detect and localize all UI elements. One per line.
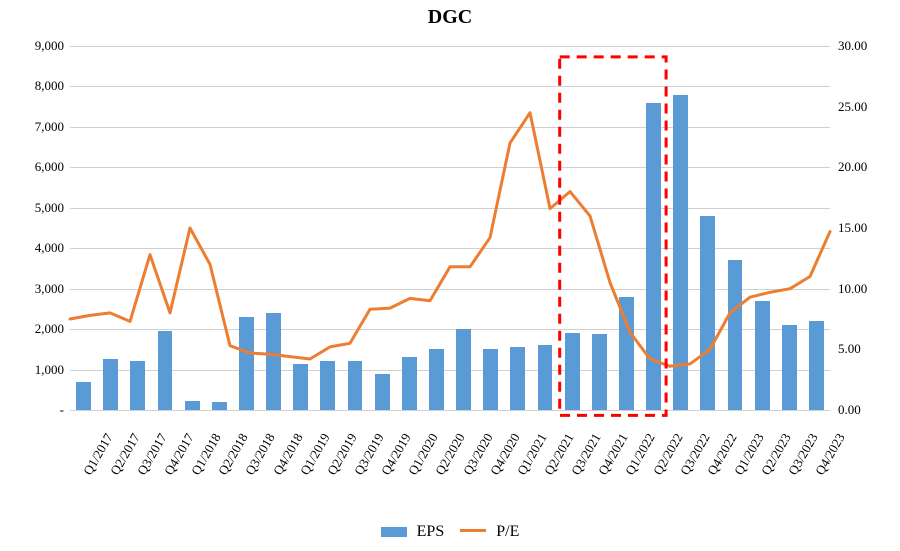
y-left-tick: 2,000 [8,321,64,337]
y-left-tick: 9,000 [8,38,64,54]
y-right-tick: 30.00 [838,38,867,54]
y-right-tick: 20.00 [838,159,867,175]
legend: EPS P/E [0,523,900,541]
y-right-tick: 0.00 [838,402,861,418]
y-right-tick: 5.00 [838,341,861,357]
y-left-tick: 7,000 [8,119,64,135]
y-left-tick: 8,000 [8,78,64,94]
y-left-tick: 6,000 [8,159,64,175]
chart-plot-area: -1,0002,0003,0004,0005,0006,0007,0008,00… [70,46,830,410]
y-left-tick: 5,000 [8,200,64,216]
legend-label-pe: P/E [496,523,519,540]
legend-label-eps: EPS [417,523,445,540]
y-right-tick: 10.00 [838,281,867,297]
y-left-tick: 1,000 [8,362,64,378]
legend-swatch-pe [460,529,486,532]
legend-swatch-eps [381,527,407,537]
y-right-tick: 25.00 [838,99,867,115]
line-pe [70,46,830,410]
y-right-tick: 15.00 [838,220,867,236]
chart-title: DGC [0,6,900,29]
gridline [70,410,830,411]
y-left-tick: - [8,402,64,418]
annotation-box [560,57,666,416]
y-left-tick: 3,000 [8,281,64,297]
y-left-tick: 4,000 [8,240,64,256]
